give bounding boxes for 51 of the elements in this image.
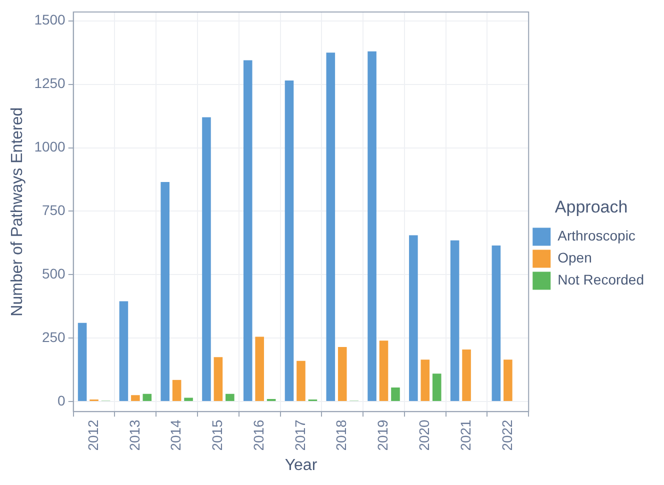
x-tick-label: 2019 <box>374 419 391 451</box>
bar <box>391 388 400 402</box>
bar <box>492 245 501 402</box>
bar <box>78 322 87 402</box>
bar <box>160 182 170 402</box>
legend-title: Approach <box>554 197 628 216</box>
bar <box>184 398 193 402</box>
x-tick-label: 2020 <box>416 419 432 451</box>
bar <box>172 380 182 402</box>
x-tick-label: 2015 <box>209 419 226 451</box>
y-tick-label: 500 <box>42 265 66 282</box>
x-tick-label: 2022 <box>498 419 515 451</box>
bar <box>379 340 388 402</box>
bar <box>409 235 418 402</box>
bar <box>226 394 234 402</box>
bar <box>255 336 264 402</box>
bar <box>214 357 223 402</box>
x-tick-label: 2017 <box>292 419 308 451</box>
legend-label: Open <box>558 250 592 266</box>
y-tick-label: 1250 <box>34 75 66 92</box>
bar <box>142 394 152 402</box>
x-tick-label: 2021 <box>457 419 474 451</box>
bar <box>432 374 442 402</box>
bar <box>462 349 471 402</box>
y-tick-label: 0 <box>58 392 66 408</box>
x-tick-label: 2016 <box>250 419 266 451</box>
y-tick-label: 1000 <box>34 138 66 155</box>
bar <box>420 360 430 402</box>
bar <box>266 398 276 402</box>
y-tick-label: 1500 <box>34 12 66 28</box>
bar <box>326 52 336 402</box>
bar <box>450 240 460 402</box>
bar <box>338 346 347 402</box>
x-tick-label: 2018 <box>333 419 350 451</box>
x-tick-label: 2012 <box>84 419 101 451</box>
bar <box>504 360 512 402</box>
bar <box>119 301 128 402</box>
x-tick-label: 2013 <box>126 419 142 451</box>
y-tick-label: 250 <box>42 328 66 345</box>
x-axis-title: Year <box>284 456 318 474</box>
legend-label: Arthroscopic <box>558 228 636 244</box>
x-tick-label: 2014 <box>168 419 184 451</box>
y-axis-title: Number of Pathways Entered <box>9 107 26 316</box>
bar <box>368 51 376 402</box>
bar <box>243 60 252 402</box>
bar <box>296 360 306 402</box>
bar <box>131 395 140 402</box>
bar <box>284 80 294 402</box>
y-tick-label: 750 <box>42 202 66 218</box>
legend-label: Not Recorded <box>558 272 644 288</box>
bar <box>202 117 211 402</box>
